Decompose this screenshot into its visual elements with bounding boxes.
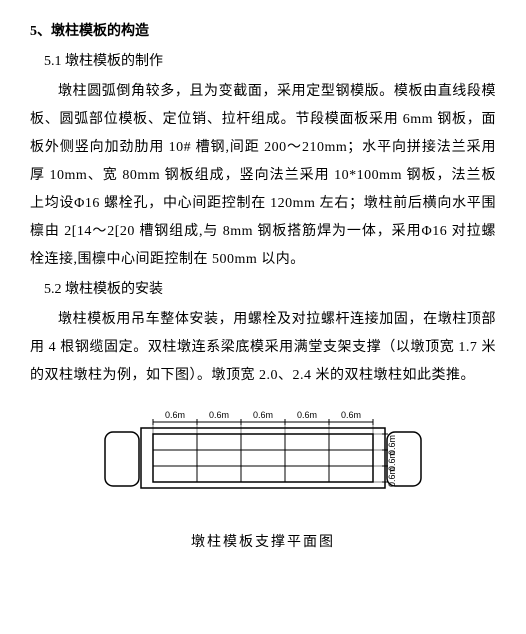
- svg-text:0.6m: 0.6m: [165, 410, 185, 420]
- svg-text:0.6m: 0.6m: [297, 410, 317, 420]
- svg-text:0.6m: 0.6m: [387, 467, 397, 487]
- subsection-5-1: 5.1 墩柱模板的制作: [30, 48, 496, 76]
- svg-text:0.6m: 0.6m: [253, 410, 273, 420]
- svg-text:0.6m: 0.6m: [341, 410, 361, 420]
- svg-text:0.6m: 0.6m: [209, 410, 229, 420]
- figure-plan-view: 0.6m0.6m0.6m0.6m0.6m0.6m0.6m0.6m: [30, 396, 496, 527]
- paragraph-5-2: 墩柱模板用吊车整体安装，用螺栓及对拉螺杆连接加固，在墩柱顶部用 4 根钢缆固定。…: [30, 306, 496, 390]
- paragraph-5-1: 墩柱圆弧倒角较多，且为变截面，采用定型钢模版。模板由直线段模板、圆弧部位模板、定…: [30, 78, 496, 274]
- figure-caption: 墩柱模板支撑平面图: [30, 529, 496, 557]
- subsection-5-2: 5.2 墩柱模板的安装: [30, 276, 496, 304]
- section-heading: 5、墩柱模板的构造: [30, 18, 496, 46]
